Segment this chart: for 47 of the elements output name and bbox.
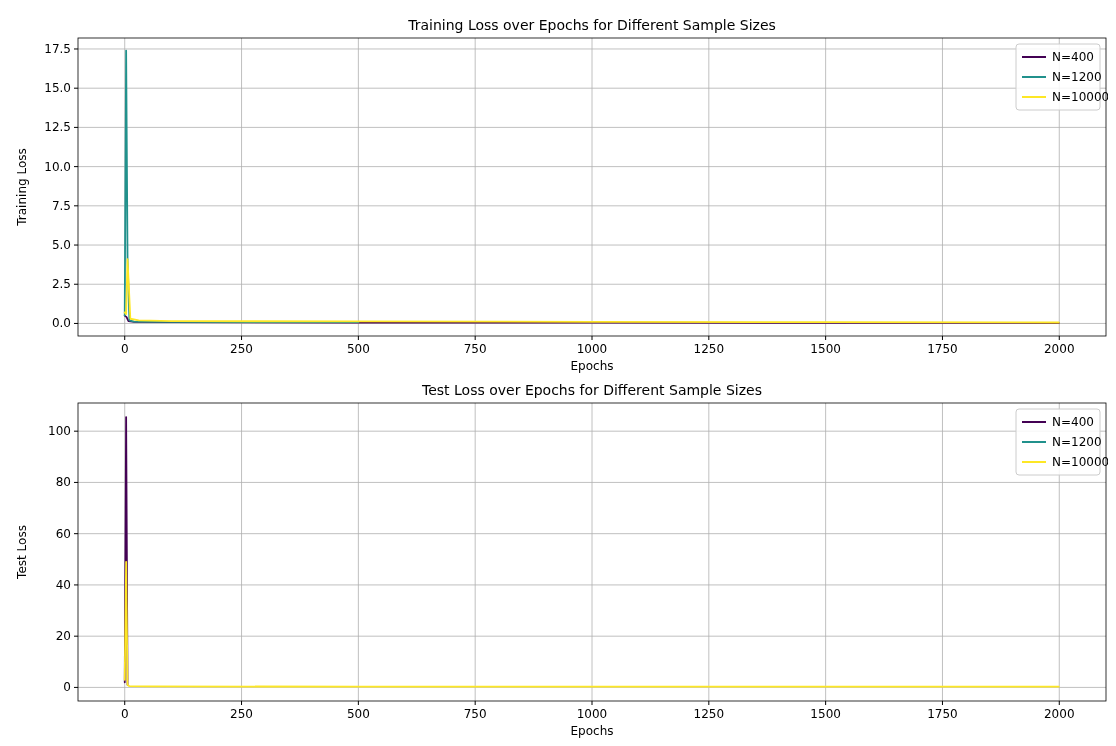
x-tick-label: 2000	[1044, 342, 1075, 356]
y-tick-label: 12.5	[44, 120, 71, 135]
y-tick-label: 20	[55, 629, 71, 644]
chart-title: Test Loss over Epochs for Different Sample Sizes	[421, 382, 762, 398]
y-tick-label: 100	[48, 424, 71, 439]
y-tick-label: 0.0	[51, 316, 71, 331]
legend-label: N=400	[1052, 50, 1094, 64]
y-tick-label: 5.0	[51, 238, 71, 253]
x-tick-label: 1250	[693, 342, 725, 356]
y-axis-title: Test Loss	[15, 525, 29, 580]
x-tick-label: 500	[346, 707, 370, 721]
x-tick-label: 500	[346, 342, 370, 356]
line-series	[123, 258, 1060, 324]
legend-label: N=1200	[1052, 435, 1102, 449]
x-tick-label: 0	[120, 707, 129, 721]
line-series	[123, 49, 360, 324]
x-tick-label: 1500	[810, 342, 841, 356]
y-tick-label: 0	[63, 680, 71, 695]
x-tick-label: 1000	[576, 707, 608, 721]
y-tick-label: 80	[55, 475, 71, 490]
y-tick-label: 60	[55, 526, 71, 541]
legend-label: N=10000	[1052, 90, 1110, 104]
x-tick-label: 1500	[810, 707, 841, 721]
x-tick-label: 750	[463, 707, 487, 721]
x-tick-label: 250	[230, 707, 253, 721]
x-axis-title: Epochs	[570, 724, 614, 738]
y-tick-label: 40	[55, 577, 71, 592]
x-tick-label: 2000	[1044, 707, 1075, 721]
x-tick-label: 1750	[927, 707, 958, 721]
y-tick-label: 15.0	[44, 81, 71, 96]
x-tick-label: 1750	[927, 342, 958, 356]
y-tick-label: 10.0	[44, 159, 71, 174]
y-axis-title: Training Loss	[15, 148, 29, 227]
y-tick-label: 7.5	[51, 198, 71, 213]
x-tick-label: 1000	[576, 342, 608, 356]
chart-title: Training Loss over Epochs for Different Sample Sizes	[407, 17, 776, 33]
legend-label: N=400	[1052, 415, 1094, 429]
x-tick-label: 750	[463, 342, 487, 356]
y-tick-label: 17.5	[44, 41, 71, 56]
y-tick-label: 2.5	[51, 277, 71, 292]
x-tick-label: 1250	[693, 707, 725, 721]
line-series	[123, 560, 1060, 688]
legend-label: N=10000	[1052, 455, 1110, 469]
legend-label: N=1200	[1052, 70, 1102, 84]
x-tick-label: 250	[230, 342, 253, 356]
x-axis-title: Epochs	[570, 359, 614, 373]
x-tick-label: 0	[120, 342, 129, 356]
